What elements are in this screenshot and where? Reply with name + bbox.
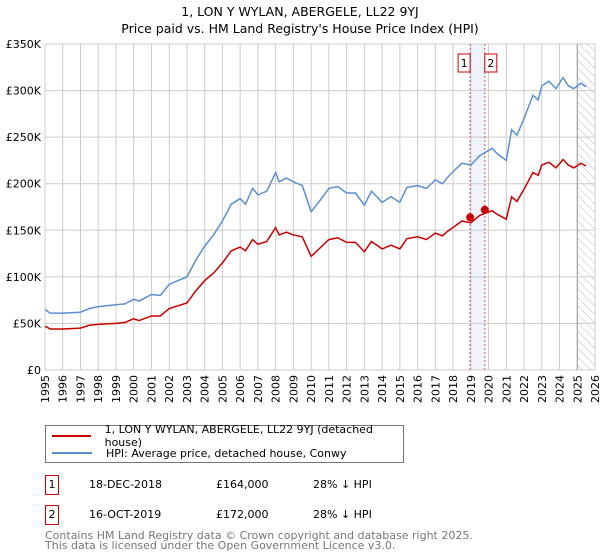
x-tick-label: 2013 (358, 375, 371, 403)
y-tick-label: £200K (6, 178, 42, 191)
sale-date: 18-DEC-2018 (89, 478, 163, 491)
x-tick-label: 2003 (181, 375, 194, 403)
sale-label-box (457, 53, 471, 73)
y-tick-label: £0 (27, 364, 41, 377)
x-tick-label: 1996 (57, 375, 70, 403)
x-tick-label: 2022 (518, 375, 531, 403)
x-tick-label: 2011 (323, 375, 336, 403)
x-tick-label: 1995 (39, 375, 52, 403)
x-tick-label: 2020 (483, 375, 496, 403)
x-tick-label: 2005 (216, 375, 229, 403)
y-tick-label: £150K (6, 224, 42, 237)
sale-hpi-diff: 28% ↓ HPI (313, 508, 372, 521)
sale-marker-badge: 1 (45, 475, 59, 495)
x-tick-label: 2000 (128, 375, 141, 403)
sale-label: 1 (461, 57, 468, 70)
x-tick-label: 2026 (589, 375, 600, 403)
x-tick-label: 1998 (92, 375, 105, 403)
x-tick-label: 2014 (376, 375, 389, 403)
x-tick-label: 2019 (465, 375, 478, 403)
sale-label: 2 (487, 57, 494, 70)
sale-marker-badge: 2 (45, 505, 59, 525)
property-price-line (44, 158, 587, 330)
x-tick-label: 2008 (270, 375, 283, 403)
hpi-line (44, 76, 587, 314)
x-tick-label: 2012 (341, 375, 354, 403)
sale-hpi-diff: 28% ↓ HPI (313, 478, 372, 491)
footer: Contains HM Land Registry data © Crown c… (45, 529, 473, 552)
x-tick-label: 1999 (110, 375, 123, 403)
x-tick-label: 2009 (287, 375, 300, 403)
x-tick-label: 2025 (571, 375, 584, 403)
sale-date: 16-OCT-2019 (89, 508, 162, 521)
sale-price: £172,000 (216, 508, 269, 521)
legend-label-hpi: HPI: Average price, detached house, Conw… (106, 446, 347, 460)
x-tick-label: 1997 (74, 375, 87, 403)
y-tick-label: £50K (13, 317, 42, 330)
sale-point (466, 213, 475, 222)
x-tick-label: 2016 (412, 375, 425, 403)
sale-period-band (470, 44, 485, 370)
legend-swatch-hpi (52, 452, 92, 454)
x-tick-label: 2004 (199, 375, 212, 403)
x-tick-label: 2021 (500, 375, 513, 403)
chart-title: 1, LON Y WYLAN, ABERGELE, LL22 9YJ (181, 4, 419, 19)
y-tick-label: £250K (6, 131, 42, 144)
forecast-hatch (577, 44, 595, 370)
x-tick-label: 2018 (447, 375, 460, 403)
legend-swatch-property (52, 435, 91, 437)
y-tick-label: £300K (6, 85, 42, 98)
sale-label-box (484, 53, 498, 73)
price-chart: £0 £50K £100K £150K £200K £250K £300K £350K 1995… (6, 38, 600, 403)
x-tick-label: 2002 (163, 375, 176, 403)
x-tick-label: 2017 (429, 375, 442, 403)
x-tick-label: 2010 (305, 375, 318, 403)
sale-point (480, 205, 489, 214)
x-tick-label: 2006 (234, 375, 247, 403)
footer-licence: This data is licensed under the Open Gov… (45, 539, 396, 552)
footer-copyright: Contains HM Land Registry data © Crown c… (45, 529, 473, 542)
legend: 1, LON Y WYLAN, ABERGELE, LL22 9YJ (deta… (45, 423, 404, 463)
x-tick-label: 2024 (554, 375, 567, 403)
x-tick-label: 2007 (252, 375, 265, 403)
x-tick-label: 2015 (394, 375, 407, 403)
sale-price: £164,000 (216, 478, 269, 491)
chart-subtitle: Price paid vs. HM Land Registry's House … (121, 21, 479, 36)
legend-label-property: 1, LON Y WYLAN, ABERGELE, LL22 9YJ (deta… (104, 423, 373, 449)
y-tick-label: £350K (6, 38, 42, 51)
x-tick-label: 2001 (145, 375, 158, 403)
x-tick-label: 2023 (536, 375, 549, 403)
y-tick-label: £100K (6, 271, 42, 284)
